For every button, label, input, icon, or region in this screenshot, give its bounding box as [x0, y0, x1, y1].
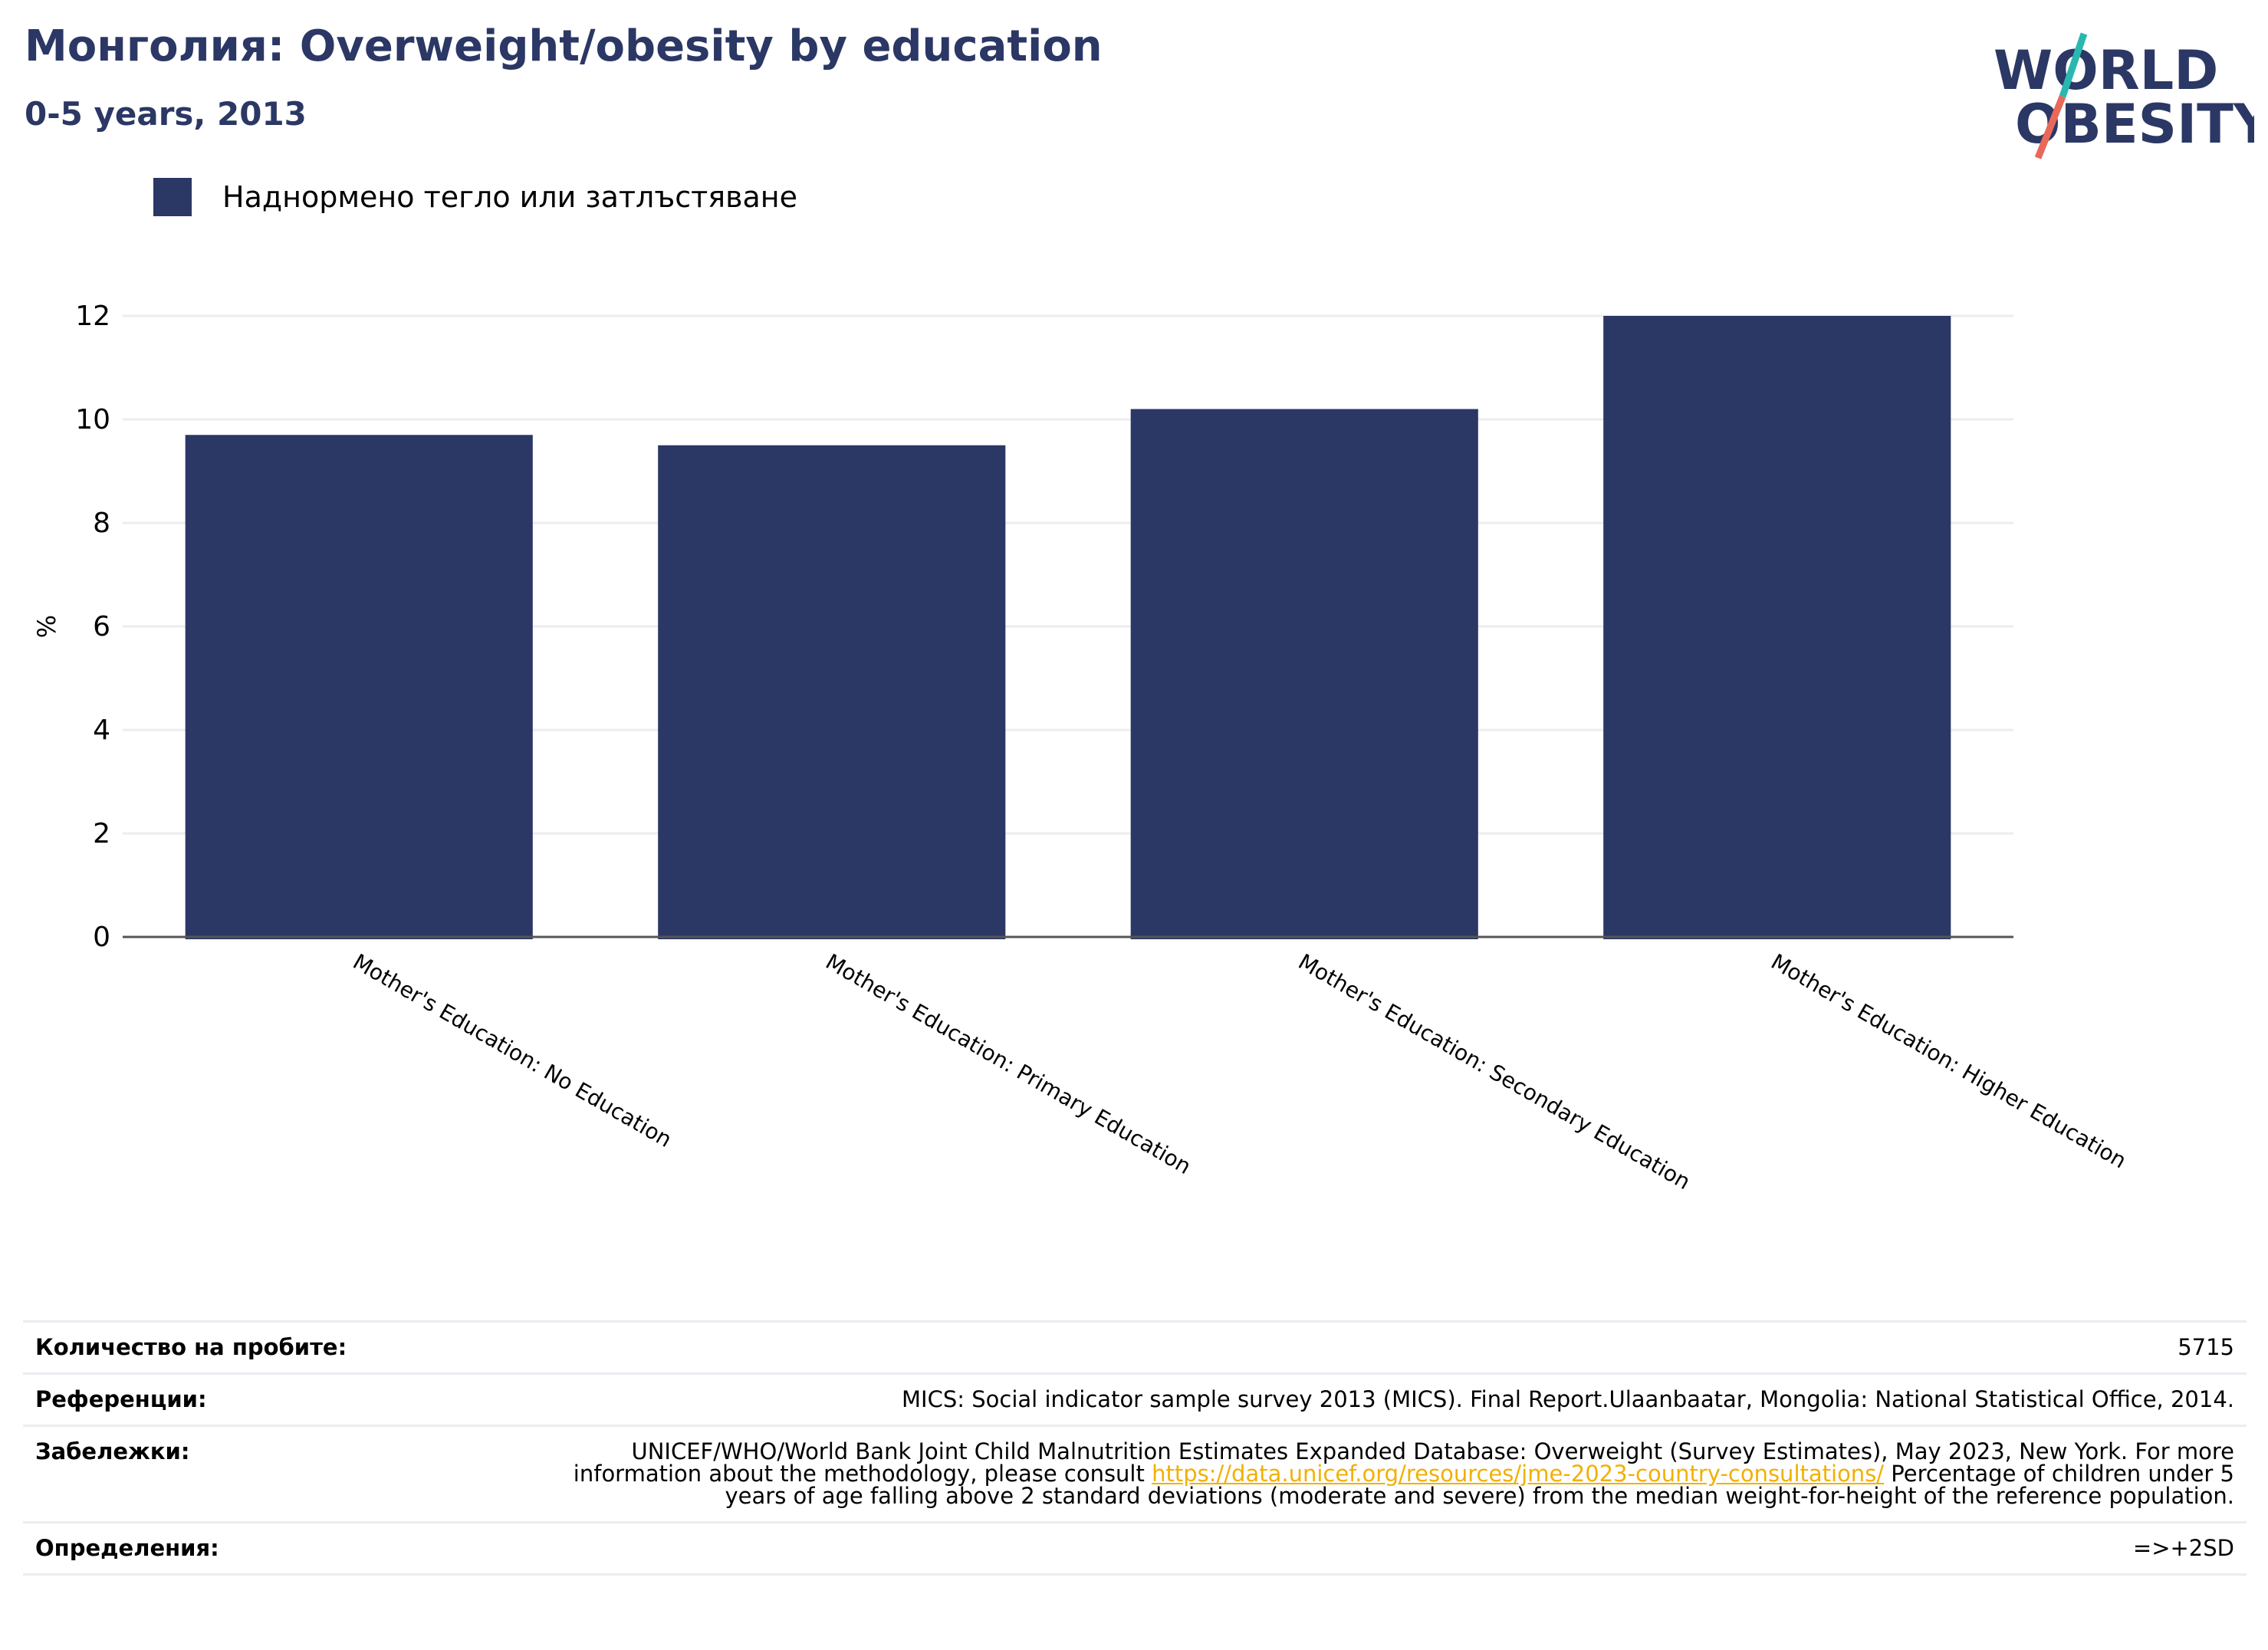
notes-link[interactable]: https://data.unicef.org/resources/jme-20…	[1152, 1461, 1885, 1487]
info-key: Забележки:	[23, 1425, 508, 1523]
logo-line1: WORLD	[1994, 39, 2218, 102]
y-tick-label: 2	[93, 818, 110, 850]
page-subtitle: 0-5 years, 2013	[25, 95, 307, 133]
info-row-references: Референции: MICS: Social indicator sampl…	[23, 1372, 2247, 1427]
info-row-sample-size: Количество на пробите: 5715	[23, 1320, 2247, 1375]
x-tick-label: Mother's Education: Primary Education	[821, 948, 1195, 1179]
bar[interactable]	[1603, 316, 1951, 939]
page-title: Монголия: Overweight/obesity by educatio…	[25, 21, 1103, 71]
bar-chart: 0 2 4 6 8 10 12 Mother's Education: No Educati…	[32, 301, 2131, 1195]
x-tick-label: Mother's Education: Secondary Education	[1294, 948, 1694, 1195]
y-tick-label: 8	[93, 508, 110, 539]
bar[interactable]	[658, 445, 1006, 939]
bar[interactable]	[1130, 409, 1478, 940]
info-key: Референции:	[23, 1372, 508, 1427]
x-axis-labels: Mother's Education: No Education Mother's…	[349, 948, 2131, 1195]
legend[interactable]: Наднормено тегло или затлъстяване	[153, 178, 797, 216]
info-table: Количество на пробите: 5715 Референции: …	[23, 1320, 2247, 1576]
logo-slash-bottom	[2034, 95, 2066, 159]
info-row-definitions: Определения: =>+2SD	[23, 1521, 2247, 1576]
notes-text-before: UNICEF/WHO/World Bank Joint Child Malnut…	[573, 1438, 2234, 1487]
logo-slash-top	[2059, 32, 2088, 98]
bar[interactable]	[185, 435, 533, 939]
x-tick-label: Mother's Education: Higher Education	[1767, 948, 2131, 1173]
y-tick-label: 0	[93, 922, 110, 953]
notes-text-after: Percentage of children under 5 years of …	[725, 1461, 2234, 1509]
legend-label: Наднормено тегло или затлъстяване	[222, 180, 797, 214]
info-key: Определения:	[23, 1521, 508, 1576]
info-value: UNICEF/WHO/World Bank Joint Child Malnut…	[508, 1425, 2247, 1523]
y-tick-label: 4	[93, 715, 110, 746]
x-tick-label: Mother's Education: No Education	[349, 948, 676, 1152]
y-tick-label: 10	[75, 404, 110, 436]
legend-swatch	[153, 178, 192, 216]
y-axis-ticks: 0 2 4 6 8 10 12	[75, 301, 110, 953]
info-value: 5715	[508, 1320, 2247, 1375]
info-value: MICS: Social indicator sample survey 201…	[508, 1372, 2247, 1427]
info-value: =>+2SD	[508, 1521, 2247, 1576]
y-tick-label: 12	[75, 301, 110, 332]
world-obesity-logo: WORLD OBESITY	[1994, 32, 2254, 159]
info-key: Количество на пробите:	[23, 1320, 508, 1375]
y-tick-label: 6	[93, 611, 110, 643]
y-axis-label: %	[32, 615, 61, 638]
info-row-notes: Забележки: UNICEF/WHO/World Bank Joint C…	[23, 1425, 2247, 1523]
bars	[185, 316, 1951, 940]
